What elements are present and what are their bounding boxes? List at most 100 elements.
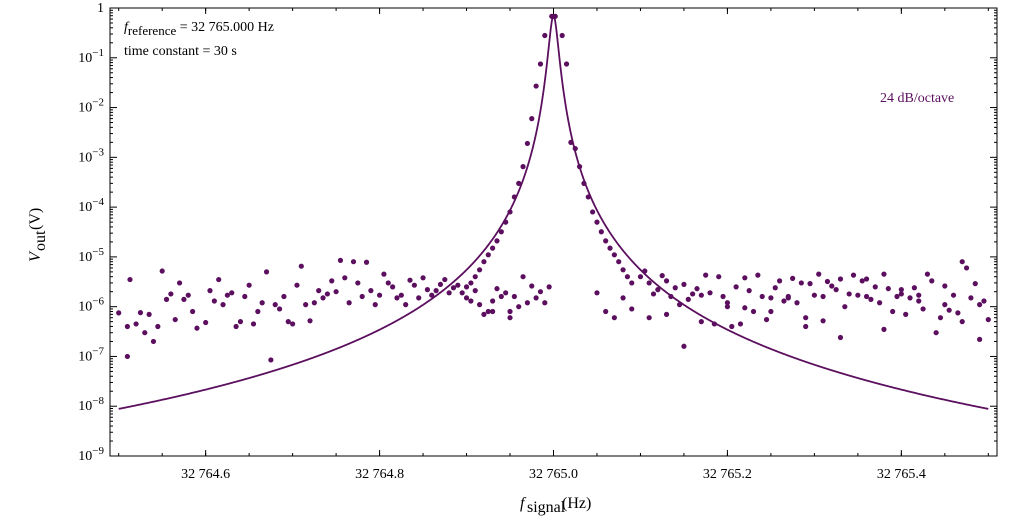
- data-point: [459, 290, 465, 296]
- data-point: [742, 275, 748, 281]
- data-point: [176, 280, 183, 286]
- y-tick-label: 1: [97, 1, 104, 16]
- data-point: [503, 219, 509, 225]
- fit-curve-layer: [118, 14, 989, 410]
- data-point: [950, 292, 957, 298]
- data-point: [533, 83, 539, 89]
- data-point: [490, 308, 496, 315]
- data-point: [307, 318, 313, 324]
- data-point: [150, 338, 157, 345]
- data-point: [768, 295, 774, 301]
- data-point: [190, 308, 196, 315]
- data-point: [620, 295, 626, 301]
- data-point: [550, 13, 557, 19]
- data-point: [772, 285, 778, 291]
- data-point: [337, 257, 344, 263]
- data-point: [790, 275, 796, 281]
- data-point: [603, 238, 609, 244]
- data-point: [611, 252, 617, 258]
- data-point: [416, 295, 422, 301]
- data-point: [646, 280, 652, 286]
- data-point: [233, 323, 239, 330]
- data-point: [716, 274, 722, 280]
- data-point: [463, 284, 470, 290]
- data-point: [985, 316, 991, 323]
- data-point: [420, 275, 426, 281]
- y-tick-label: 10−6: [78, 296, 104, 315]
- data-point: [607, 245, 613, 251]
- data-point: [572, 145, 578, 152]
- data-point: [216, 276, 222, 283]
- data-point: [194, 325, 200, 331]
- data-point: [624, 274, 631, 280]
- data-point: [768, 308, 774, 315]
- data-point: [329, 278, 335, 284]
- data-point: [937, 315, 944, 321]
- data-point: [590, 209, 596, 215]
- x-tick-label: 32 765.0: [529, 467, 578, 482]
- data-point: [942, 283, 948, 289]
- data-point: [498, 229, 504, 235]
- data-point: [698, 292, 704, 298]
- data-point: [320, 295, 326, 301]
- data-point: [507, 209, 513, 215]
- data-point: [355, 280, 361, 286]
- data-point: [276, 306, 283, 312]
- data-point: [781, 298, 787, 304]
- data-point: [229, 290, 235, 296]
- data-point: [872, 284, 878, 290]
- data-point: [411, 282, 417, 288]
- data-point: [203, 319, 209, 326]
- data-point: [877, 300, 883, 306]
- data-point: [616, 259, 622, 265]
- data-point: [868, 296, 874, 302]
- data-point: [911, 285, 917, 291]
- data-point: [663, 311, 670, 317]
- data-point: [620, 267, 626, 273]
- data-point: [785, 295, 791, 301]
- data-point: [742, 305, 748, 311]
- y-tick-label: 10−3: [78, 146, 104, 165]
- data-point: [237, 319, 244, 325]
- data-point: [268, 357, 274, 363]
- y-axis-label-main: V: [27, 250, 44, 262]
- data-point: [668, 293, 674, 300]
- data-point: [829, 283, 835, 289]
- data-point: [294, 282, 300, 288]
- data-point: [559, 32, 565, 39]
- data-point: [133, 321, 139, 327]
- data-points-layer: [116, 13, 991, 363]
- data-point: [494, 286, 500, 292]
- data-point: [146, 311, 152, 317]
- data-point: [124, 353, 130, 360]
- y-tick-label: 10−8: [78, 395, 104, 414]
- data-point: [159, 268, 165, 274]
- data-point: [707, 290, 713, 296]
- data-point: [481, 311, 487, 317]
- data-point: [972, 281, 978, 287]
- data-point: [824, 278, 831, 285]
- time-constant-annotation: time constant = 30 s: [124, 44, 237, 60]
- reference-annotation: freference = 32 765.000 Hz: [124, 20, 274, 39]
- data-point: [920, 306, 926, 312]
- data-point: [429, 292, 435, 298]
- data-point: [359, 293, 365, 300]
- data-point: [694, 286, 700, 292]
- data-point: [250, 321, 257, 327]
- data-point: [563, 61, 570, 67]
- data-point: [350, 259, 357, 265]
- data-point: [511, 293, 517, 300]
- data-point: [498, 293, 504, 300]
- data-point: [407, 277, 413, 283]
- data-point: [463, 295, 470, 301]
- data-point: [907, 295, 913, 301]
- data-point: [281, 293, 287, 300]
- ticks-layer: 32 764.6 32 764.8 32 765.0 32 765.2 32 765.4…: [78, 1, 997, 482]
- data-point: [837, 276, 844, 282]
- x-tick-label: 32 765.2: [703, 467, 752, 482]
- data-point: [659, 273, 665, 279]
- data-point: [977, 336, 983, 342]
- data-point: [729, 323, 735, 330]
- data-point: [703, 272, 709, 278]
